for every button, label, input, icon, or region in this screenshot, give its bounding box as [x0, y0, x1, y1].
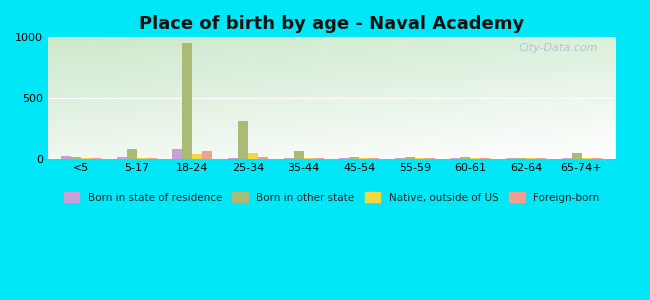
Bar: [172, 149, 183, 159]
Bar: [258, 157, 268, 159]
Bar: [192, 154, 202, 159]
Bar: [147, 158, 157, 159]
Bar: [304, 158, 313, 159]
Bar: [91, 158, 101, 159]
Bar: [516, 158, 526, 159]
Bar: [369, 158, 379, 159]
Bar: [61, 156, 72, 159]
Bar: [228, 158, 238, 159]
Bar: [480, 158, 490, 159]
Bar: [415, 158, 425, 159]
Text: City-Data.com: City-Data.com: [519, 44, 598, 53]
Bar: [425, 158, 435, 159]
Title: Place of birth by age - Naval Academy: Place of birth by age - Naval Academy: [138, 15, 524, 33]
Bar: [313, 158, 324, 159]
Bar: [72, 157, 81, 159]
Bar: [183, 44, 192, 159]
Bar: [238, 121, 248, 159]
Bar: [506, 158, 516, 159]
Bar: [450, 158, 460, 159]
Bar: [395, 158, 405, 159]
Bar: [460, 158, 471, 159]
Legend: Born in state of residence, Born in other state, Native, outside of US, Foreign-: Born in state of residence, Born in othe…: [59, 188, 603, 207]
Bar: [202, 151, 213, 159]
Bar: [536, 158, 546, 159]
Bar: [562, 158, 571, 159]
Bar: [592, 158, 601, 159]
Bar: [283, 158, 294, 159]
Bar: [526, 158, 536, 159]
Bar: [359, 158, 369, 159]
Bar: [294, 151, 304, 159]
Bar: [571, 152, 582, 159]
Bar: [117, 157, 127, 159]
Bar: [136, 158, 147, 159]
Bar: [248, 152, 258, 159]
Bar: [127, 149, 136, 159]
Bar: [405, 157, 415, 159]
Bar: [471, 158, 480, 159]
Bar: [582, 158, 592, 159]
Bar: [349, 157, 359, 159]
Bar: [81, 158, 91, 159]
Bar: [339, 158, 349, 159]
